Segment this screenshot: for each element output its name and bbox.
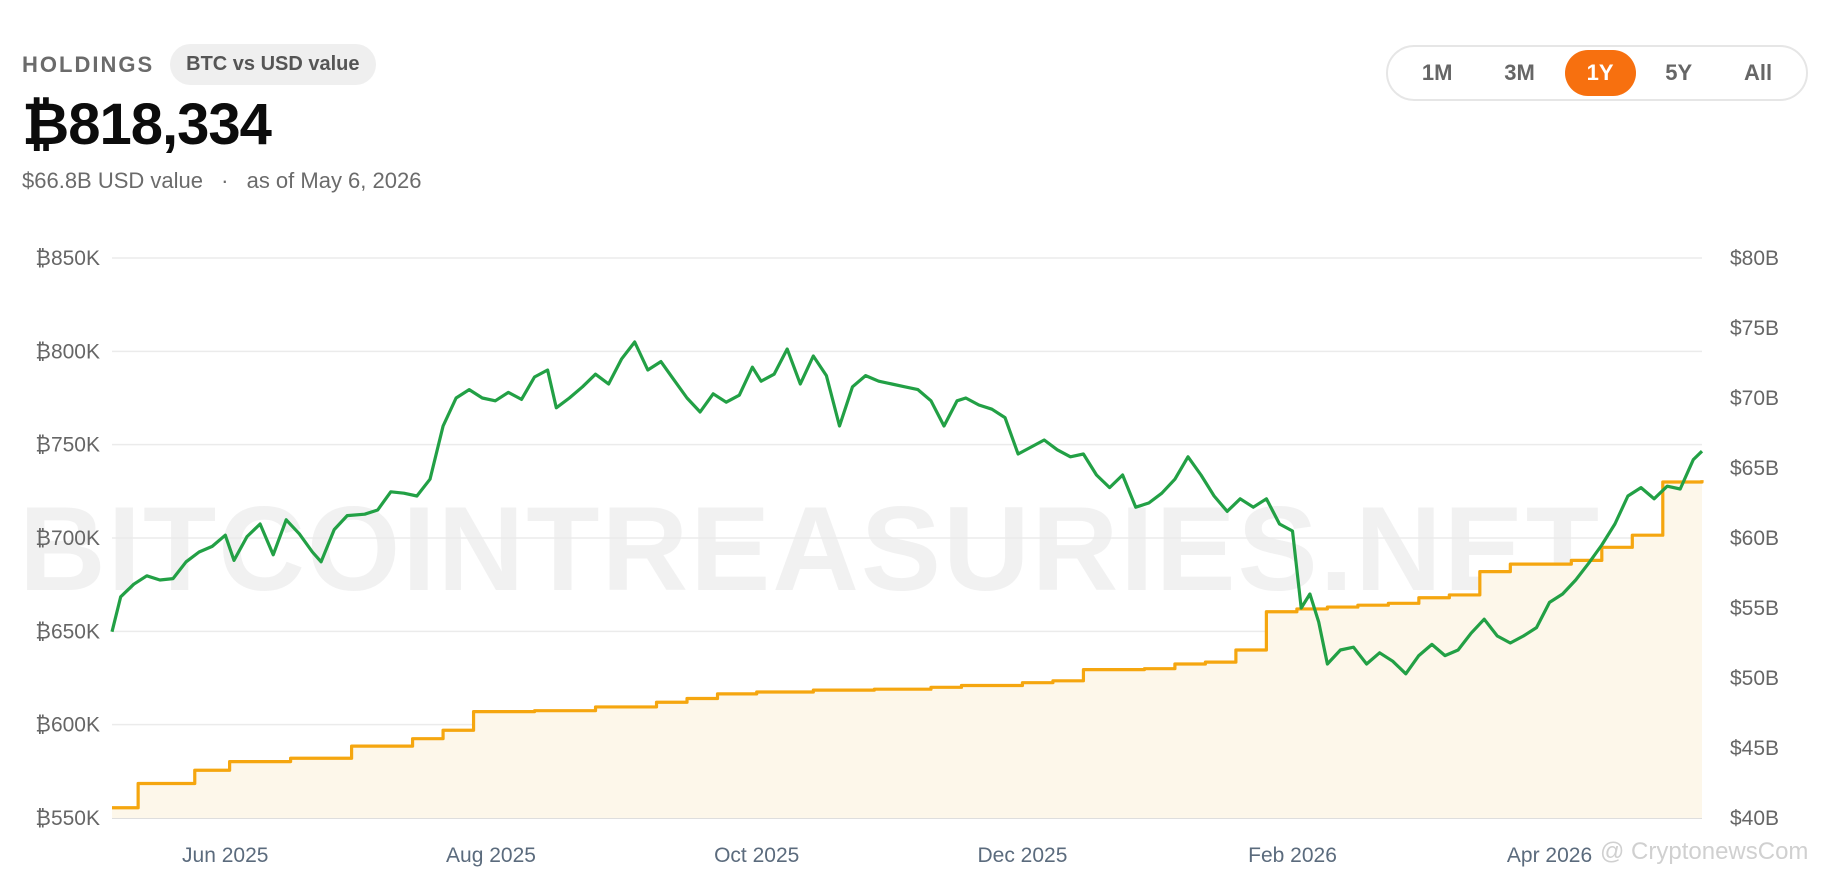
y-right-tick-label: $75B: [1730, 317, 1779, 340]
range-button-all[interactable]: All: [1743, 60, 1773, 85]
y-left-tick-label: ₿550K: [35, 807, 100, 830]
separator-dot: ·: [221, 168, 229, 193]
y-right-tick-label: $55B: [1730, 597, 1779, 620]
y-left-tick-label: ₿800K: [35, 340, 100, 363]
usd-value-line: [110, 340, 1704, 676]
y-left-tick-label: ₿650K: [35, 620, 100, 643]
y-left-tick-label: ₿750K: [35, 434, 100, 457]
holdings-label-row: HOLDINGS BTC vs USD value: [22, 44, 421, 85]
y-left-tick-label: ₿700K: [35, 527, 100, 550]
btc-holdings-line: [112, 480, 1704, 810]
range-button-3m[interactable]: 3M: [1504, 60, 1535, 85]
y-right-tick-label: $45B: [1730, 737, 1779, 760]
y-right-tick-label: $65B: [1730, 457, 1779, 480]
range-button-5y[interactable]: 5Y: [1665, 60, 1693, 85]
y-left-tick-label: ₿850K: [35, 247, 100, 270]
y-right-tick-label: $50B: [1730, 667, 1779, 690]
time-range-selector: 1M 3M 1Y 5Y All: [1386, 45, 1808, 101]
x-tick-label: Apr 2026: [1507, 844, 1592, 867]
x-tick-label: Jun 2025: [182, 844, 268, 867]
usd-value: $66.8B USD value: [22, 168, 203, 193]
y-left-tick-label: ₿600K: [35, 714, 100, 737]
axis-ticks: ₿850K ₿800K ₿750K ₿700K ₿650K ₿600K ₿550K $80B $…: [35, 247, 1779, 867]
y-right-tick-label: $60B: [1730, 527, 1779, 550]
credit-watermark: @ CryptonewsCom: [1600, 838, 1809, 865]
y-right-tick-label: $80B: [1730, 247, 1779, 270]
x-tick-label: Feb 2026: [1248, 844, 1337, 867]
holdings-label: HOLDINGS: [22, 51, 155, 77]
watermark: BITCOINTREASURIES.NET: [19, 482, 1601, 616]
btc-holdings-area: [112, 480, 1702, 818]
holdings-header: HOLDINGS BTC vs USD value ₿818,334 $66.8…: [22, 44, 421, 194]
range-button-1m[interactable]: 1M: [1421, 60, 1453, 85]
y-right-tick-label: $70B: [1730, 387, 1779, 410]
x-tick-label: Dec 2025: [977, 844, 1067, 867]
x-tick-label: Aug 2025: [446, 844, 536, 867]
y-right-tick-label: $40B: [1730, 807, 1779, 830]
holdings-value: ₿818,334: [22, 92, 272, 157]
as-of-date: as of May 6, 2026: [246, 168, 422, 193]
x-tick-label: Oct 2025: [714, 844, 799, 867]
holdings-subtitle: $66.8B USD value · as of May 6, 2026: [22, 168, 421, 194]
range-button-1y[interactable]: 1Y: [1564, 50, 1636, 96]
btc-vs-usd-badge[interactable]: BTC vs USD value: [170, 44, 376, 85]
